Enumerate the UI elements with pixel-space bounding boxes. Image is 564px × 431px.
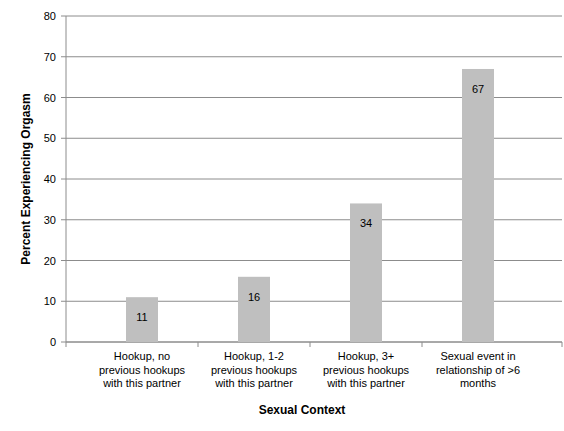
- y-tick: [61, 342, 66, 343]
- x-tick: [562, 342, 563, 347]
- bar: [350, 203, 382, 342]
- x-tick-label-line: previous hookups: [211, 364, 298, 376]
- x-tick-label-line: previous hookups: [99, 364, 186, 376]
- y-tick: [61, 138, 66, 139]
- x-tick: [310, 342, 311, 347]
- x-tick: [422, 342, 423, 347]
- x-tick: [66, 342, 67, 347]
- y-tick-label: 20: [44, 255, 56, 267]
- bars: [126, 69, 494, 342]
- bar: [126, 297, 158, 342]
- chart: 0 10 20 30 40 50 60 70 80 11 16 34 67 Hookup, no previ…: [0, 0, 564, 431]
- y-tick-label: 0: [50, 336, 56, 348]
- bar: [462, 69, 494, 342]
- x-tick-label-line: with this partner: [326, 377, 405, 389]
- grid-line: [66, 16, 562, 17]
- y-tick-label: 80: [44, 10, 56, 22]
- data-label: 11: [136, 311, 147, 323]
- y-tick-label: 10: [44, 295, 56, 307]
- grid-line: [66, 56, 562, 57]
- y-tick: [61, 219, 66, 220]
- data-label: 67: [472, 83, 484, 95]
- y-tick-label: 60: [44, 92, 56, 104]
- x-tick-label: Hookup, no previous hookupswith this part…: [99, 350, 186, 389]
- y-tick-label: 30: [44, 214, 56, 226]
- y-tick: [61, 56, 66, 57]
- x-tick-label: Sexual event in relationship of >6months: [436, 350, 520, 389]
- x-tick-label-line: with this partner: [102, 377, 181, 389]
- y-tick: [61, 97, 66, 98]
- x-tick-label-line: Hookup, 3+: [338, 350, 395, 362]
- y-axis-title: Percent Experiencing Orgasm: [19, 93, 33, 264]
- x-tick-label-line: Hookup, 1-2: [224, 350, 284, 362]
- x-tick-label: Hookup, 1-2 previous hookupswith this par…: [211, 350, 298, 389]
- y-tick: [61, 260, 66, 261]
- x-axis-title: Sexual Context: [259, 403, 346, 417]
- y-tick-label: 40: [44, 173, 56, 185]
- y-tick-label: 50: [44, 132, 56, 144]
- x-tick-label-line: Hookup, no: [114, 350, 170, 362]
- y-tick: [61, 179, 66, 180]
- y-axis: [66, 16, 67, 342]
- y-tick: [61, 301, 66, 302]
- bar: [238, 277, 270, 342]
- x-tick-label-line: months: [460, 377, 497, 389]
- data-label: 34: [360, 217, 372, 229]
- x-tick: [198, 342, 199, 347]
- x-tick-label-line: Sexual event in: [440, 350, 515, 362]
- data-label: 16: [248, 291, 260, 303]
- y-tick-label: 70: [44, 51, 56, 63]
- x-tick-label: Hookup, 3+ previous hookupswith this part…: [323, 350, 410, 389]
- x-tick-label-line: with this partner: [214, 377, 293, 389]
- x-tick-label-line: previous hookups: [323, 364, 410, 376]
- y-tick: [61, 16, 66, 17]
- x-tick-label-line: relationship of >6: [436, 364, 520, 376]
